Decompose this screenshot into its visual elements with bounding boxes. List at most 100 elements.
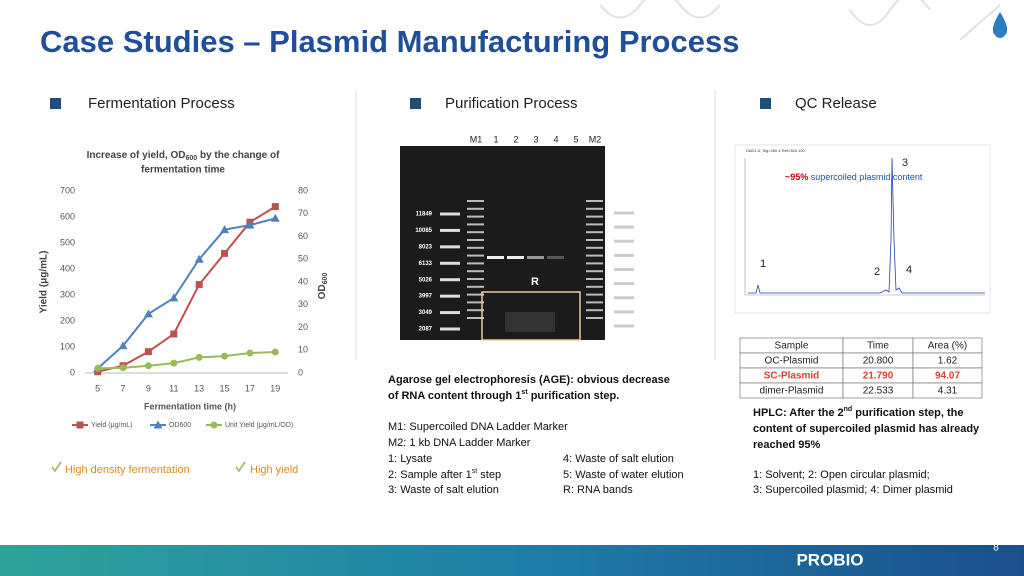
table-text: dimer-Plasmid xyxy=(760,386,824,397)
x-tick-label: 5 xyxy=(95,383,100,393)
ladder-band xyxy=(614,253,634,257)
marker-size: 2000 xyxy=(638,295,652,301)
x-axis-label: Fermentation time (h) xyxy=(144,401,236,411)
y2-axis-label: OD600 xyxy=(317,273,329,300)
slide-title: Case Studies – Plasmid Manufacturing Pro… xyxy=(40,24,739,59)
hplc-caption: content of supercoiled plasmid has alrea… xyxy=(753,423,980,435)
logo-drop xyxy=(992,12,1008,38)
gel-band xyxy=(586,254,603,257)
table: Sample Time Area (%) OC-Plasmid 20.800 1.62 SC… xyxy=(739,337,983,399)
marker xyxy=(271,203,279,211)
y-tick-label: 100 xyxy=(60,341,75,351)
gel-image xyxy=(400,146,605,340)
ladder-band xyxy=(614,239,634,243)
bullet xyxy=(410,98,421,109)
marker-size: 5026 xyxy=(419,277,433,283)
chart-title: Increase of yield, OD600 by the change o… xyxy=(87,150,281,162)
gel-band xyxy=(586,246,603,249)
marker xyxy=(143,309,153,318)
series-line xyxy=(97,217,276,370)
annotation: ~95% supercoiled plasmid content xyxy=(785,172,923,182)
lane-label: 3 xyxy=(533,134,538,144)
gel-band xyxy=(586,200,603,202)
marker xyxy=(195,353,203,361)
marker-size: 11849 xyxy=(416,212,433,218)
ladder-band xyxy=(614,296,634,300)
rna-label: R xyxy=(531,276,539,288)
gel-band xyxy=(586,239,603,241)
lane-label: 2 xyxy=(513,134,518,144)
y2-tick-label: 70 xyxy=(298,208,308,218)
chromatogram-header: DAD1 A, Sig=260,4 Ref=360,100 xyxy=(746,148,805,153)
peak-label: 2 xyxy=(874,266,880,278)
marker xyxy=(119,364,127,372)
y2-tick-label: 60 xyxy=(298,231,308,241)
marker xyxy=(170,330,178,338)
chromatogram xyxy=(734,144,991,314)
marker-size: 6133 xyxy=(419,261,433,267)
ladder-band xyxy=(440,228,460,232)
gel-band xyxy=(467,200,484,202)
ladder-band xyxy=(440,294,460,298)
line-chart: 0 100 200 300 400 500 600 700 0 10 20 30 40 50 60 70 80 5… xyxy=(60,185,308,428)
page-number: 8 xyxy=(993,543,999,554)
marker-size: 1000 xyxy=(638,309,652,315)
hplc-legend: 1: Solvent; 2: Open circular plasmid; xyxy=(753,469,930,481)
marker xyxy=(118,341,128,350)
y-tick-label: 300 xyxy=(60,289,75,299)
gel-band xyxy=(467,293,484,296)
marker-size: 3000 xyxy=(638,281,652,287)
gel-band xyxy=(467,285,484,288)
gel-band xyxy=(467,270,484,273)
ladder-band xyxy=(440,278,460,282)
marker xyxy=(221,249,229,257)
gel-band xyxy=(507,256,524,259)
gel-band xyxy=(586,285,603,288)
section-title: QC Release xyxy=(795,95,877,112)
legend-label: Unit Yield (μg/mL/OD) xyxy=(225,422,293,429)
gel-band xyxy=(467,246,484,249)
y-tick-label: 500 xyxy=(60,237,75,247)
marker-size: 500 xyxy=(638,324,649,330)
gel-legend: 2: Sample after 1st step xyxy=(388,468,501,481)
gel-band xyxy=(487,256,504,259)
y-tick-label: 600 xyxy=(60,211,75,221)
x-tick-label: 11 xyxy=(169,383,178,393)
gel-legend: 1: Lysate xyxy=(388,453,432,465)
highlight: High yield xyxy=(250,464,298,476)
gel-band xyxy=(467,278,484,280)
y-axis-label: Yield (μg/mL) xyxy=(39,251,50,314)
gel-smear xyxy=(505,312,555,332)
y2-tick-label: 80 xyxy=(298,185,308,195)
gel-legend: 5: Waste of water elution xyxy=(563,469,684,481)
section-title: Purification Process xyxy=(445,95,578,112)
gel-band xyxy=(586,293,603,296)
table-text: Time xyxy=(867,341,889,352)
gel-band xyxy=(467,239,484,241)
chromatogram-trace xyxy=(748,157,985,294)
gel-caption: of RNA content through 1st purification … xyxy=(388,389,619,402)
x-tick-label: 13 xyxy=(194,383,204,393)
marker-size: 8000 xyxy=(638,225,652,231)
ladder-band xyxy=(614,310,634,314)
table-text: 94.07 xyxy=(935,371,960,382)
hplc-legend: 3: Supercoiled plasmid; 4: Dimer plasmid xyxy=(753,484,953,496)
y2-tick-label: 20 xyxy=(298,322,308,332)
gel-band xyxy=(467,215,484,218)
ladder-band xyxy=(614,225,634,229)
gel-band xyxy=(586,270,603,273)
lane-label: M1 xyxy=(470,134,483,144)
marker-size: 8023 xyxy=(419,244,433,250)
bullet xyxy=(760,98,771,109)
check xyxy=(235,461,246,473)
gel-band xyxy=(586,223,603,226)
lane-label: 5 xyxy=(573,134,578,144)
ladder-band xyxy=(614,268,634,271)
ladder-band xyxy=(614,211,634,215)
marker xyxy=(210,421,218,429)
gel-band xyxy=(586,231,603,234)
gel-band xyxy=(467,301,484,304)
gel-band xyxy=(527,256,544,259)
y-tick-label: 0 xyxy=(70,367,75,377)
